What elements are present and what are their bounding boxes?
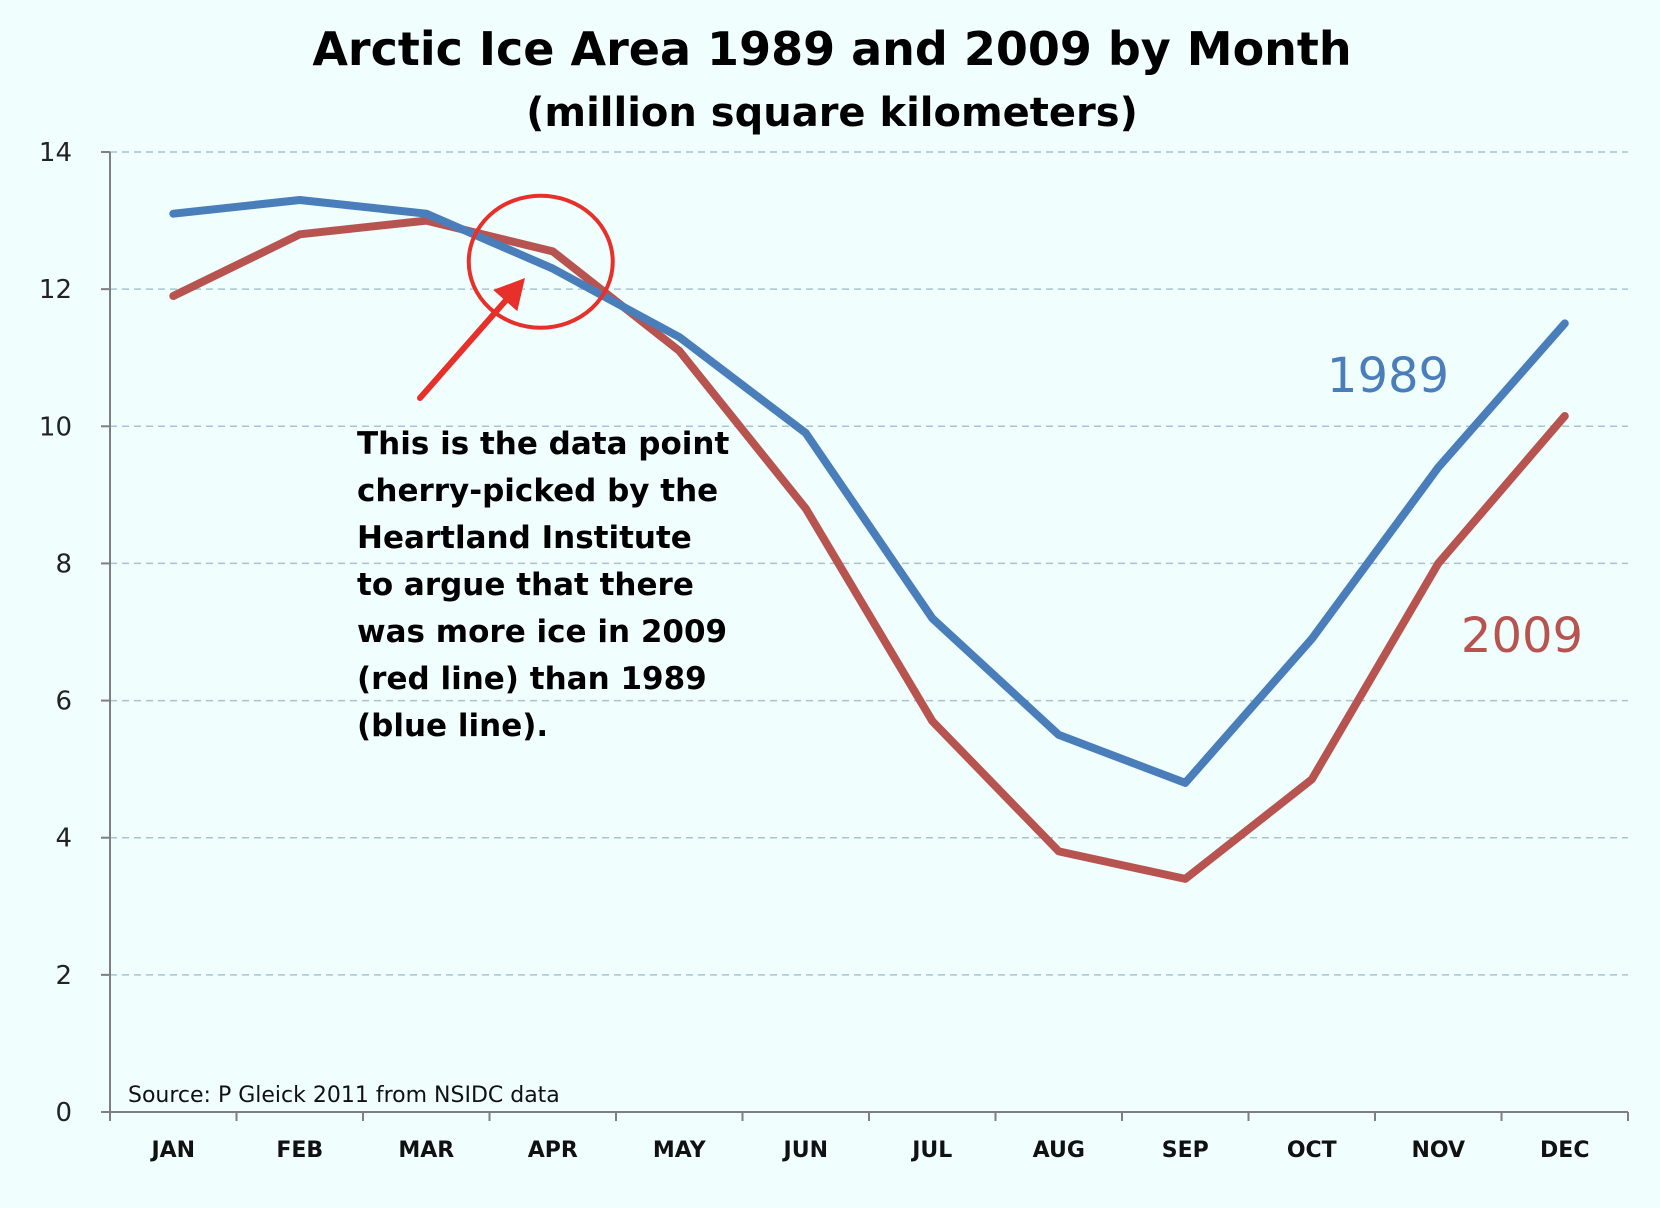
x-tick-label: AUG	[1033, 1138, 1085, 1163]
source-note: Source: P Gleick 2011 from NSIDC data	[128, 1083, 560, 1108]
annotation-text-line: Heartland Institute	[357, 520, 692, 556]
x-tick-label: MAR	[398, 1138, 454, 1163]
series-line-2009	[169, 216, 1569, 883]
annotation-text-line: This is the data point	[357, 426, 729, 462]
annotation-text-line: (blue line).	[357, 708, 548, 744]
series-label-2009: 2009	[1461, 608, 1583, 664]
y-tick-label: 10	[39, 412, 72, 442]
x-tick-label: JAN	[149, 1138, 195, 1163]
annotation: This is the data point cherry-picked by t…	[357, 193, 729, 744]
series-label-1989: 1989	[1327, 348, 1449, 404]
x-tick-label: APR	[528, 1138, 578, 1163]
y-tick-label: 0	[55, 1098, 72, 1128]
axes	[101, 151, 1629, 1121]
series-lines	[169, 196, 1569, 883]
highlight-circle	[466, 193, 615, 330]
y-tick-label: 12	[39, 275, 72, 305]
chart-title: Arctic Ice Area 1989 and 2009 by Month	[312, 22, 1351, 76]
annotation-arrow-shaft	[417, 287, 518, 401]
annotation-text-line: (red line) than 1989	[357, 661, 707, 697]
annotation-text-line: was more ice in 2009	[357, 614, 727, 650]
y-tick-labels: 0 2 4 6 8 10 12 14	[39, 138, 72, 1128]
gridlines	[110, 151, 1628, 976]
x-tick-label: FEB	[276, 1138, 323, 1163]
series-line-1989	[169, 196, 1569, 787]
series-labels: 1989 2009	[1327, 348, 1583, 664]
annotation-text-line: cherry-picked by the	[357, 473, 718, 509]
x-tick-labels: JAN FEB MAR APR MAY JUN JUL AUG SEP OCT NOV DEC	[149, 1138, 1589, 1163]
x-tick-label: NOV	[1411, 1138, 1465, 1163]
y-tick-label: 4	[55, 824, 72, 854]
x-tick-label: MAY	[653, 1138, 707, 1163]
x-tick-label: JUL	[910, 1138, 952, 1163]
y-tick-label: 8	[55, 549, 72, 579]
y-tick-label: 2	[55, 961, 72, 991]
x-tick-label: SEP	[1162, 1138, 1209, 1163]
x-tick-label: JUN	[782, 1138, 828, 1163]
chart-subtitle: (million square kilometers)	[526, 90, 1138, 136]
annotation-arrow-head	[493, 278, 525, 312]
annotation-text-line: to argue that there	[357, 567, 694, 603]
y-tick-label: 14	[39, 138, 72, 168]
x-tick-label: OCT	[1287, 1138, 1337, 1163]
y-tick-label: 6	[55, 687, 72, 717]
x-tick-label: DEC	[1540, 1138, 1589, 1163]
